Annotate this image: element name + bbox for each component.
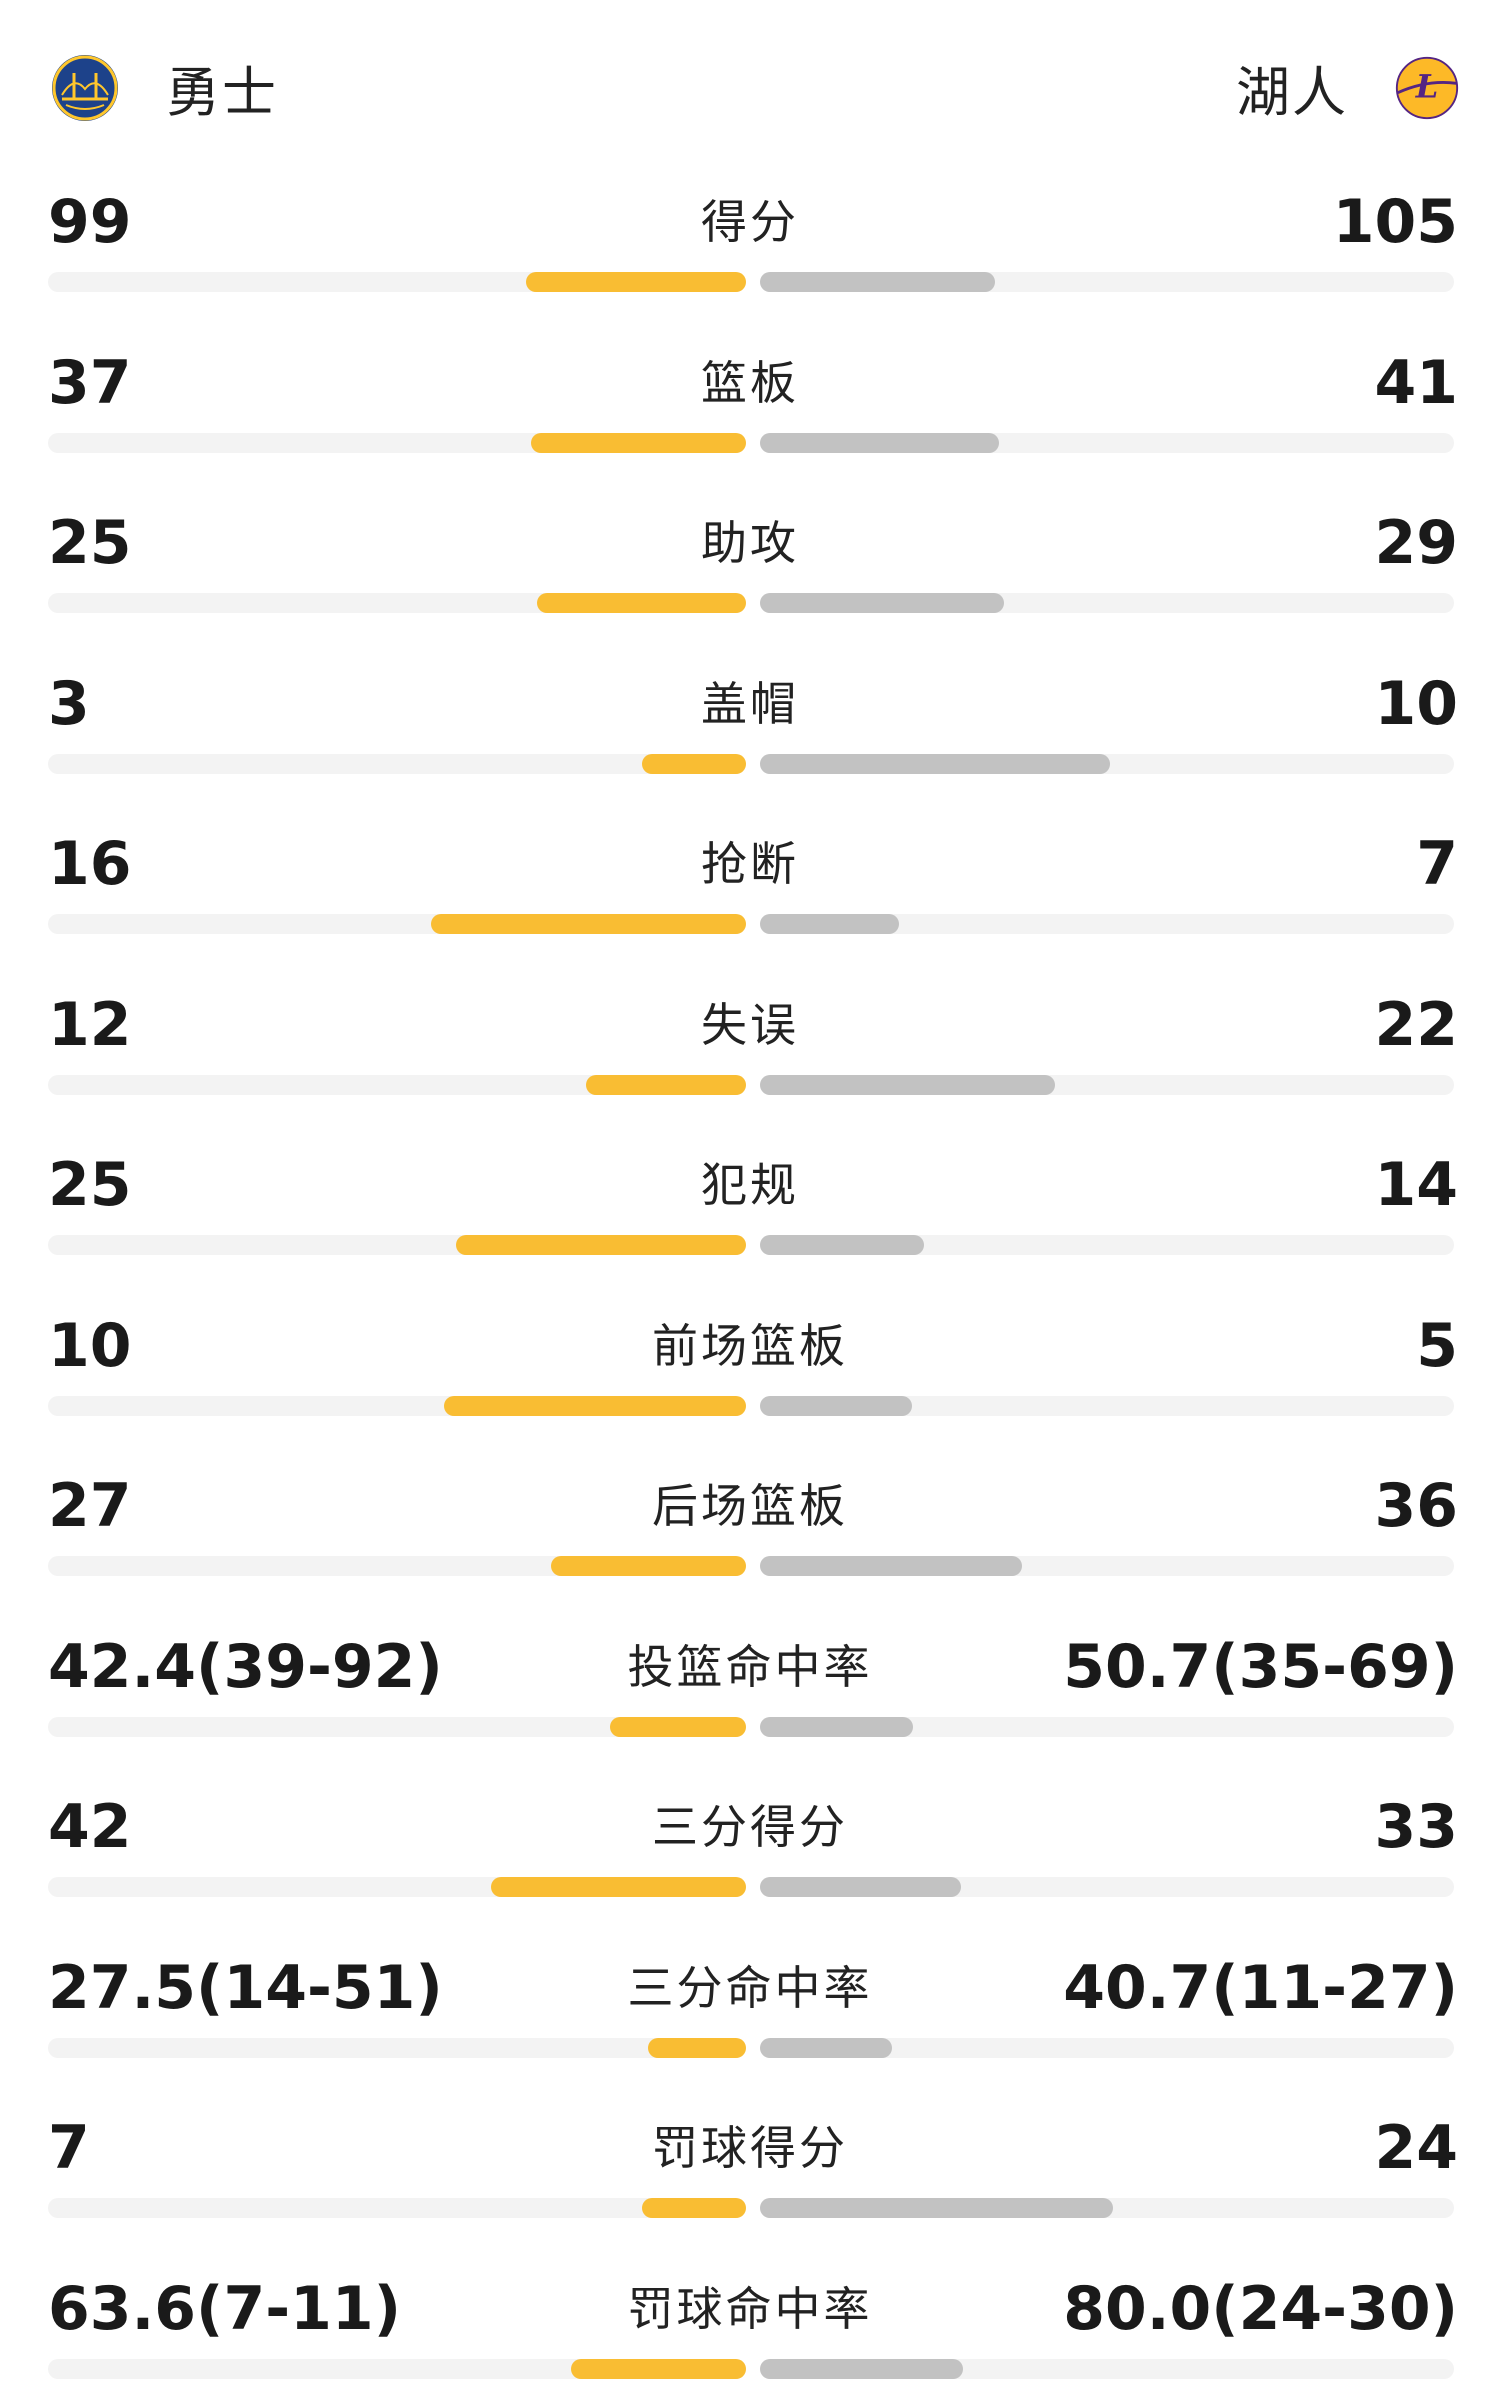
stat-right-bar [760,1075,1055,1095]
stat-label: 篮板 [0,349,1500,417]
stat-left-bar [431,914,746,934]
stat-label: 得分 [0,188,1500,256]
stat-right-bar [760,2359,963,2379]
stat-right-value: 5 [1416,1312,1458,1380]
stat-label: 盖帽 [0,670,1500,738]
svg-text:L: L [1415,67,1439,105]
stat-right-bar [760,272,995,292]
stat-right-value: 29 [1375,509,1459,577]
stat-left-track [48,754,738,774]
stat-right-value: 10 [1375,670,1459,738]
stat-right-bar [760,1877,961,1897]
stat-label: 抢断 [0,830,1500,898]
stat-left-track [48,2198,738,2218]
stat-left-bar [444,1396,746,1416]
stat-right-value: 36 [1375,1472,1459,1540]
lakers-logo-icon: L [1394,55,1460,121]
team-left-name: 勇士 [166,48,278,127]
stat-right-value: 33 [1375,1793,1459,1861]
stat-right-bar [760,2038,892,2058]
stat-left-bar [531,433,746,453]
stat-right-value: 14 [1375,1151,1459,1219]
stat-right-value: 50.7(35-69) [1063,1633,1458,1701]
stat-right-bar [760,754,1110,774]
stat-left-bar [491,1877,746,1897]
stat-right-value: 80.0(24-30) [1063,2275,1458,2343]
stat-label: 后场篮板 [0,1472,1500,1540]
stat-label: 罚球得分 [0,2114,1500,2182]
stat-right-value: 40.7(11-27) [1063,1954,1458,2022]
stat-label: 三分得分 [0,1793,1500,1861]
stat-label: 助攻 [0,509,1500,577]
stat-right-bar [760,2198,1113,2218]
stat-left-bar [642,2198,746,2218]
stat-label: 失误 [0,991,1500,1059]
stat-left-bar [551,1556,746,1576]
stat-right-value: 7 [1416,830,1458,898]
stat-left-bar [537,593,746,613]
stat-right-bar [760,914,899,934]
team-right[interactable]: 湖人 L [1236,48,1460,127]
stat-left-bar [526,272,746,292]
stat-left-bar [586,1075,746,1095]
stat-right-value: 24 [1375,2114,1459,2182]
stat-left-bar [648,2038,746,2058]
stat-right-bar [760,1235,924,1255]
stat-left-bar [456,1235,746,1255]
stat-label: 犯规 [0,1151,1500,1219]
stat-right-bar [760,1396,912,1416]
stat-right-value: 41 [1375,349,1459,417]
stat-left-track [48,2038,738,2058]
team-left[interactable]: 勇士 [52,48,278,127]
stat-label: 前场篮板 [0,1312,1500,1380]
stat-right-value: 22 [1375,991,1459,1059]
warriors-logo-icon [52,55,118,121]
stat-left-bar [571,2359,746,2379]
stat-right-bar [760,1556,1022,1576]
teams-header: 勇士 湖人 L [0,0,1500,160]
stat-left-bar [642,754,746,774]
stat-right-bar [760,593,1004,613]
stat-right-bar [760,433,999,453]
stat-left-bar [610,1717,746,1737]
team-right-name: 湖人 [1236,48,1348,127]
stat-right-value: 105 [1333,188,1458,256]
stat-right-bar [760,1717,913,1737]
